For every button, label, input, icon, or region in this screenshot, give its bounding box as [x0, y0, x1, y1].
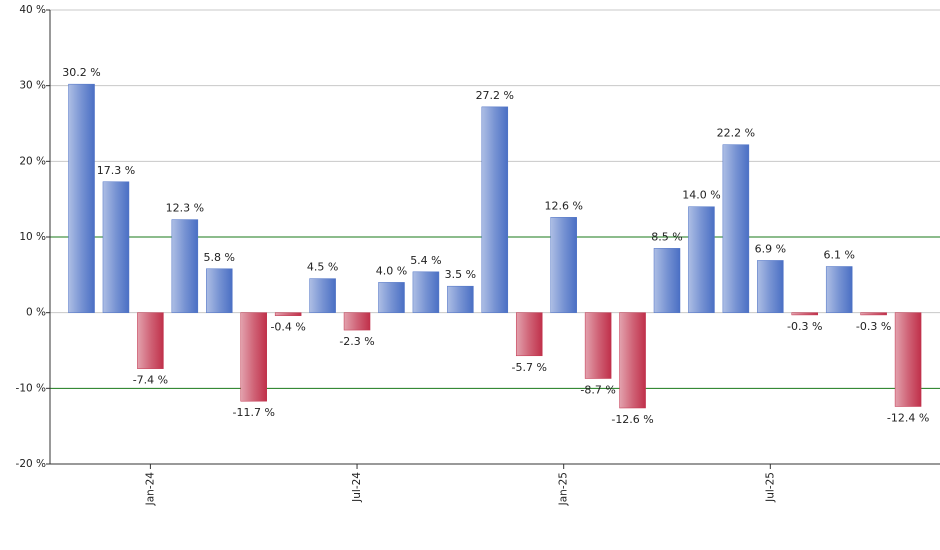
bar — [860, 312, 887, 316]
x-tick-label: Jan-24 — [144, 472, 156, 507]
value-label: 3.5 % — [445, 268, 476, 281]
bar — [894, 312, 922, 407]
value-label: -0.4 % — [270, 321, 305, 334]
value-label: -0.3 % — [787, 320, 822, 333]
bar — [688, 206, 715, 313]
bar — [481, 106, 509, 313]
value-label: -12.6 % — [611, 413, 653, 426]
value-label: -2.3 % — [339, 335, 374, 348]
bar — [825, 266, 853, 313]
bar — [68, 83, 95, 313]
bar — [240, 312, 267, 402]
bar — [274, 312, 302, 316]
value-label: 8.5 % — [651, 230, 682, 243]
value-label: -8.7 % — [580, 383, 615, 396]
bar — [206, 268, 233, 313]
value-label: 12.6 % — [544, 199, 582, 212]
bar — [515, 312, 543, 357]
value-label: 22.2 % — [717, 127, 755, 140]
value-label: 30.2 % — [62, 66, 100, 79]
value-label: -12.4 % — [887, 411, 929, 424]
y-tick-label: 40 % — [19, 4, 46, 16]
bar — [171, 219, 199, 313]
value-label: 14.0 % — [682, 189, 720, 202]
value-label: 6.1 % — [823, 249, 854, 262]
y-tick-label: 20 % — [19, 155, 46, 167]
bar — [343, 312, 371, 331]
value-label: 5.4 % — [410, 254, 441, 267]
value-label: 17.3 % — [97, 164, 135, 177]
y-tick-label: 10 % — [19, 231, 46, 243]
value-label: 12.3 % — [166, 202, 204, 215]
y-tick-label: -10 % — [16, 382, 46, 394]
bar — [757, 260, 784, 313]
value-label: -5.7 % — [512, 361, 547, 374]
bar — [137, 312, 164, 369]
y-tick-label: 30 % — [19, 80, 46, 92]
bar — [447, 285, 474, 313]
bar — [791, 312, 819, 316]
bar — [309, 278, 336, 313]
x-tick-label: Jul-24 — [351, 472, 363, 503]
value-label: -11.7 % — [233, 406, 275, 419]
value-label: -7.4 % — [133, 374, 168, 387]
bar — [378, 282, 405, 313]
value-label: 6.9 % — [755, 242, 786, 255]
value-label: 4.0 % — [376, 264, 407, 277]
bar — [412, 271, 440, 313]
x-tick-label: Jan-25 — [558, 472, 570, 506]
bar — [584, 312, 612, 379]
value-label: 5.8 % — [204, 251, 235, 264]
value-label: 27.2 % — [476, 89, 514, 102]
value-label: 4.5 % — [307, 261, 338, 274]
bar — [550, 217, 577, 313]
bar — [619, 312, 646, 409]
value-label: -0.3 % — [856, 320, 891, 333]
bar — [653, 248, 681, 313]
bar — [722, 144, 750, 313]
y-tick-label: 0 % — [26, 307, 46, 319]
x-tick-label: Jul-25 — [764, 472, 776, 503]
bar — [102, 181, 130, 313]
y-tick-label: -20 % — [16, 458, 46, 470]
